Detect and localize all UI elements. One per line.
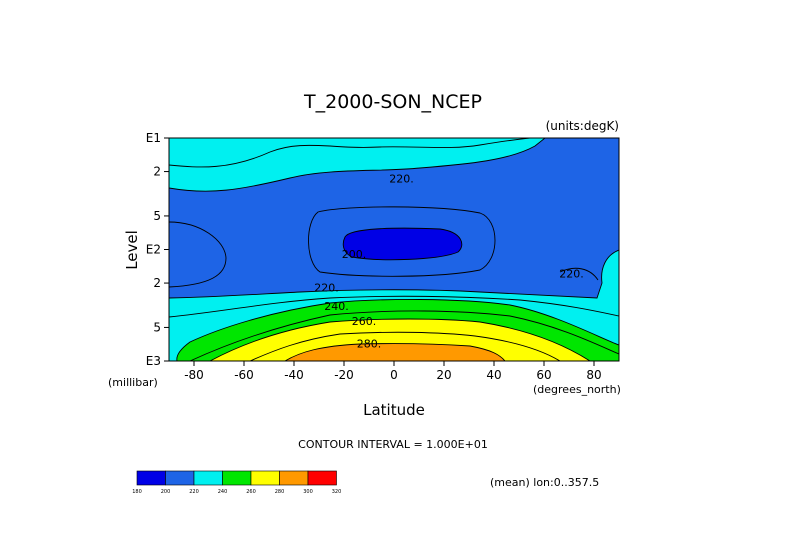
x-tick-label: 40	[486, 368, 501, 382]
contour-value-label: 220.	[559, 268, 584, 281]
contour-value-label: 220.	[389, 172, 414, 185]
contour-line-280	[284, 343, 506, 361]
contour-line-220-lower	[169, 249, 619, 299]
contour-line-270	[249, 331, 561, 361]
contour-line-220-upper	[169, 138, 546, 192]
x-tick-label: -20	[334, 368, 354, 382]
legend-label: 260	[246, 489, 256, 495]
contour-interval-text: CONTOUR INTERVAL = 1.000E+01	[298, 438, 488, 451]
y-tick-label: 5	[153, 209, 161, 223]
y-axis-title: Level	[123, 230, 141, 270]
y-tick-label: 2	[153, 165, 161, 179]
contour-value-label: 280.	[357, 338, 382, 351]
color-legend: 180 200 220 240 260 280 300 320	[132, 470, 342, 495]
x-tick-label: -80	[184, 368, 204, 382]
legend-label: 220	[189, 489, 199, 495]
contour-lines	[169, 138, 619, 361]
y-tick-label: 5	[153, 320, 161, 334]
contour-line-250	[189, 310, 619, 361]
contour-value-label: 200.	[342, 248, 367, 261]
x-tick-label: 0	[390, 368, 398, 382]
y-units-label: (millibar)	[108, 376, 158, 389]
contour-line-230-upper	[169, 138, 531, 168]
x-tick-label: 60	[536, 368, 551, 382]
band-200-220	[169, 138, 619, 298]
x-tick-label: 20	[436, 368, 451, 382]
contour-value-label: 240.	[324, 300, 349, 313]
units-label: (units:degK)	[546, 119, 619, 133]
x-axis: -80 -60 -40 -20 0 20 40 60 80	[184, 361, 602, 382]
contour-fill-area	[169, 138, 619, 361]
legend-swatch	[279, 470, 309, 486]
legend-label: 240	[218, 489, 228, 495]
contour-line-200-center	[342, 227, 463, 261]
contour-line-230-lower	[169, 295, 619, 318]
mean-text: (mean) lon:0..357.5	[490, 476, 599, 489]
contour-label-layer: 220. 200. 220. 240.260. 280. 220.	[314, 172, 584, 350]
legend-swatch	[222, 470, 252, 486]
contour-value-label: 260.	[352, 315, 377, 328]
x-tick-label: -60	[234, 368, 254, 382]
contour-value-label: 220.	[314, 282, 339, 295]
legend-swatch	[250, 470, 280, 486]
contour-line-260	[209, 318, 591, 361]
x-axis-title: Latitude	[363, 401, 425, 419]
legend-label: 320	[332, 489, 342, 495]
contour-line-240	[176, 299, 619, 361]
band-280-300	[285, 343, 505, 361]
legend-swatch	[193, 470, 223, 486]
legend-swatch	[165, 470, 195, 486]
band-260-280	[210, 319, 590, 361]
y-tick-label: E3	[146, 354, 161, 368]
legend-swatch	[136, 470, 166, 486]
legend-label: 180	[132, 489, 142, 495]
x-tick-label: -40	[284, 368, 304, 382]
legend-label: 280	[275, 489, 285, 495]
contour-line-220-right	[559, 267, 599, 281]
contour-line-210-center	[308, 206, 496, 277]
legend-label: 300	[303, 489, 313, 495]
x-tick-label: 80	[586, 368, 601, 382]
y-tick-label: 2	[153, 276, 161, 290]
band-180-200	[343, 228, 462, 260]
chart-title: T_2000-SON_NCEP	[303, 91, 482, 113]
y-axis: E1 2 5 E2 2 5 E3	[146, 131, 169, 368]
y-tick-label: E1	[146, 131, 161, 145]
legend-label: 200	[161, 489, 171, 495]
x-units-label: (degrees_north)	[533, 383, 621, 396]
contour-line-210-left	[169, 221, 227, 288]
legend-swatch	[307, 470, 337, 486]
y-tick-label: E2	[146, 243, 161, 257]
